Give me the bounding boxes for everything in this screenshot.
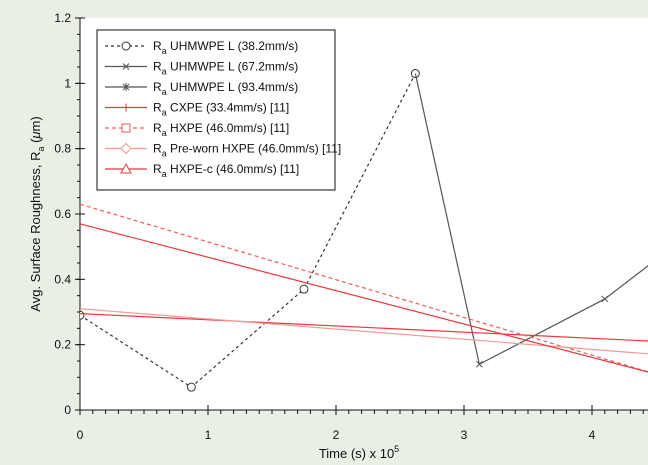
- data-point: [299, 284, 309, 294]
- marker-diamond: [120, 142, 132, 155]
- series-layer: [80, 69, 648, 392]
- legend-label-2: Ra UHMWPE L (93.4mm/s): [153, 80, 298, 97]
- y-tick-label: 1: [64, 76, 71, 90]
- legend-marker-0: [121, 41, 131, 51]
- marker-triangle: [120, 162, 132, 174]
- marker-circle: [121, 41, 131, 51]
- data-point: [601, 295, 609, 303]
- legend-label-4: Ra HXPE (46.0mm/s) [11]: [153, 121, 289, 138]
- y-tick-label: 0.8: [54, 142, 71, 156]
- legend-label-6: Ra HXPE-c (46.0mm/s) [11]: [153, 162, 299, 179]
- marker-x: [476, 360, 483, 368]
- x-axis-title: Time (s) x 105: [319, 444, 399, 461]
- y-tick-label: 0.4: [54, 272, 71, 286]
- legend-label-5: Ra Pre-worn HXPE (46.0mm/s) [11]: [153, 142, 341, 159]
- marker-x: [601, 295, 609, 303]
- y-axis-title: Avg. Surface Roughness, Ra (μm): [28, 116, 46, 311]
- legend-marker-5: [120, 142, 132, 155]
- x-tick-label: 0: [77, 428, 84, 442]
- legend-marker-2: [122, 83, 130, 91]
- y-tick-label: 0.6: [54, 207, 71, 221]
- x-tick-label: 1: [205, 428, 212, 442]
- x-tick-label: 2: [333, 428, 340, 442]
- legend: Ra UHMWPE L (38.2mm/s) Ra UHMWPE L (67.2m…: [96, 29, 341, 191]
- legend-marker-6: [120, 162, 132, 174]
- y-tick-label: 0.2: [54, 338, 71, 352]
- legend-marker-1: [122, 63, 130, 70]
- marker-square: [121, 123, 131, 133]
- series-line-3: [80, 313, 648, 342]
- series-line-5: [80, 308, 648, 355]
- y-tick-label: 1.2: [54, 11, 71, 25]
- data-point: [476, 360, 483, 368]
- y-tick-label: 0: [64, 403, 71, 417]
- legend-label-3: Ra CXPE (33.4mm/s) [11]: [153, 101, 289, 118]
- series-line-6: [80, 223, 648, 373]
- legend-label-1: Ra UHMWPE L (67.2mm/s): [153, 60, 298, 77]
- series-line-0: [80, 73, 416, 388]
- legend-marker-3: [122, 103, 130, 112]
- series-line-4: [80, 203, 648, 373]
- marker-x: [122, 63, 130, 70]
- marker-star: [122, 83, 130, 91]
- series-line-1: [414, 73, 648, 366]
- legend-marker-4: [121, 123, 131, 133]
- legend-label-0: Ra UHMWPE L (38.2mm/s): [153, 39, 298, 56]
- x-tick-label: 4: [589, 428, 596, 442]
- x-tick-label: 3: [461, 428, 468, 442]
- data-point: [186, 382, 196, 392]
- marker-circle: [299, 284, 309, 294]
- marker-circle: [186, 382, 196, 392]
- legend-box: [96, 29, 336, 191]
- axes: 0 0.2 0.4 0.6 0.8 1 1.2 0 1 2 3 4: [54, 11, 648, 442]
